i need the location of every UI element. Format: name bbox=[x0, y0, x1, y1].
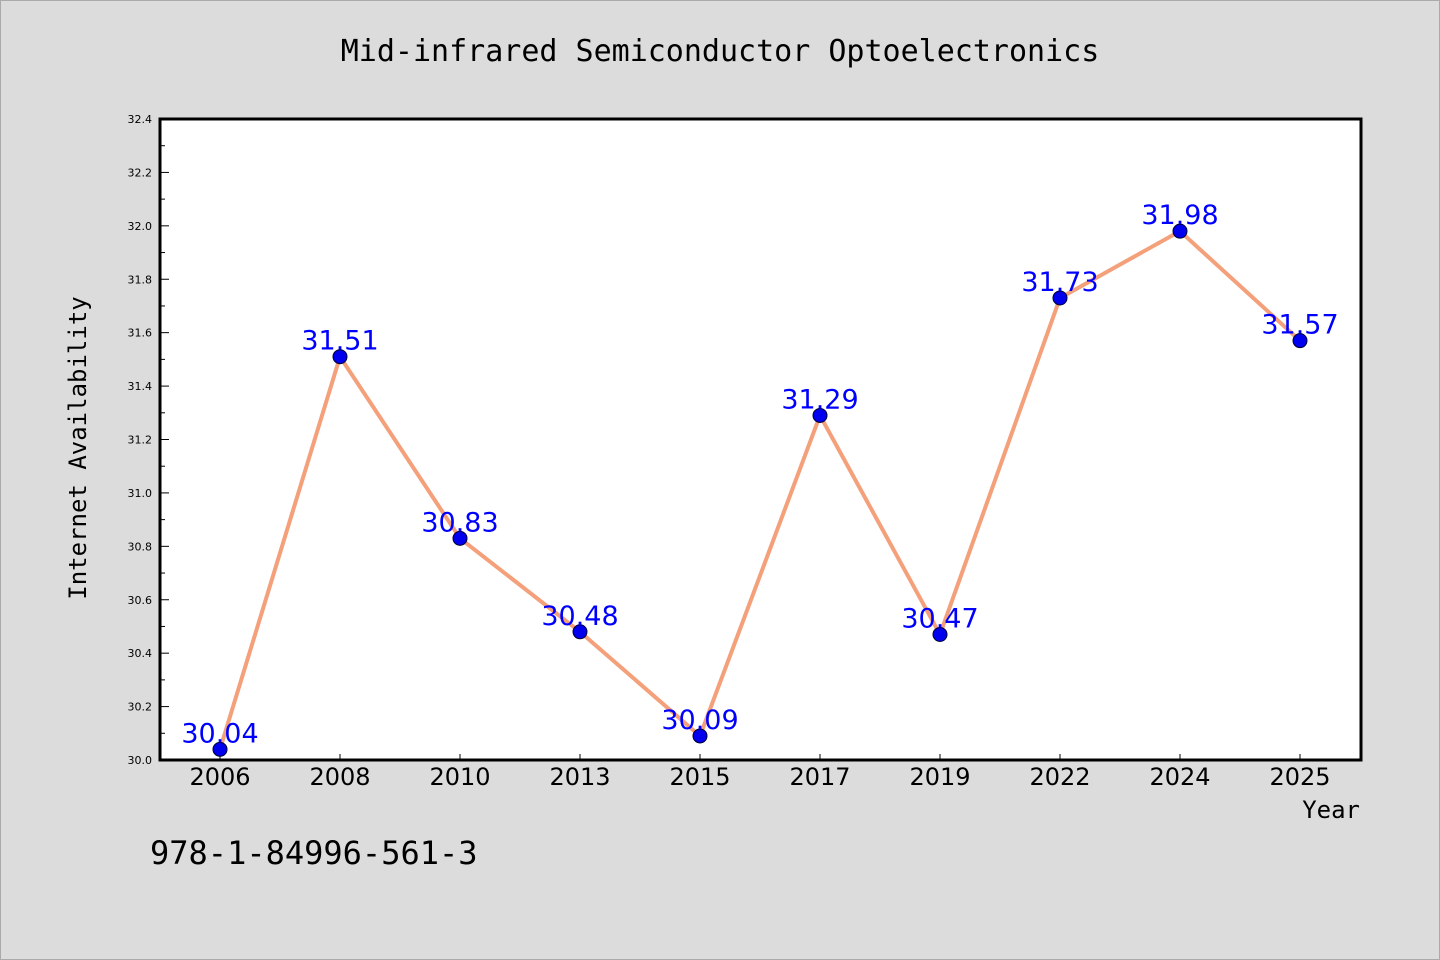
y-tick-label: 32.2 bbox=[128, 166, 153, 179]
data-label: 30.09 bbox=[661, 705, 738, 736]
plot-area bbox=[160, 119, 1361, 760]
x-tick-label: 2008 bbox=[309, 763, 370, 791]
x-tick-label: 2025 bbox=[1269, 763, 1330, 791]
plot-frame bbox=[158, 117, 1363, 762]
data-label: 31.98 bbox=[1141, 200, 1218, 231]
y-tick-label: 31.8 bbox=[128, 273, 153, 286]
x-tick-label: 2024 bbox=[1149, 763, 1210, 791]
y-tick-label: 30.0 bbox=[128, 754, 153, 767]
isbn-text: 978-1-84996-561-3 bbox=[150, 834, 478, 872]
data-label: 30.48 bbox=[541, 601, 618, 632]
y-tick-label: 32.4 bbox=[128, 113, 153, 126]
data-label: 31.51 bbox=[301, 326, 378, 357]
data-point bbox=[332, 349, 348, 365]
x-tick-label: 2013 bbox=[549, 763, 610, 791]
y-axis-title: Internet Availability bbox=[64, 296, 92, 600]
data-point bbox=[812, 407, 828, 423]
y-tick-label: 31.2 bbox=[128, 434, 153, 447]
data-point bbox=[1172, 223, 1188, 239]
data-point bbox=[1292, 333, 1308, 349]
data-label: 30.47 bbox=[901, 603, 978, 634]
y-tick-label: 31.6 bbox=[128, 327, 153, 340]
x-tick-label: 2017 bbox=[789, 763, 850, 791]
x-axis-title: Year bbox=[1302, 796, 1360, 824]
data-label: 31.57 bbox=[1261, 310, 1338, 341]
y-tick-label: 30.8 bbox=[128, 540, 153, 553]
data-point bbox=[932, 626, 948, 642]
x-tick-label: 2019 bbox=[909, 763, 970, 791]
series-line bbox=[218, 229, 1302, 750]
x-tick-label: 2022 bbox=[1029, 763, 1090, 791]
data-point bbox=[452, 530, 468, 546]
y-tick-label: 32.0 bbox=[128, 220, 153, 233]
x-tick-label: 2006 bbox=[189, 763, 250, 791]
data-label: 31.73 bbox=[1021, 267, 1098, 298]
chart-title: Mid-infrared Semiconductor Optoelectroni… bbox=[340, 34, 1100, 69]
data-point bbox=[1052, 290, 1068, 306]
x-tick-label: 2010 bbox=[429, 763, 490, 791]
y-tick-label: 31.0 bbox=[128, 487, 153, 500]
data-label: 31.29 bbox=[781, 384, 858, 415]
data-label: 30.04 bbox=[181, 718, 258, 749]
y-tick-label: 30.6 bbox=[128, 594, 153, 607]
x-tick-label: 2015 bbox=[669, 763, 730, 791]
y-tick-label: 30.4 bbox=[128, 647, 153, 660]
data-point bbox=[692, 728, 708, 744]
data-point bbox=[572, 624, 588, 640]
data-label: 30.83 bbox=[421, 507, 498, 538]
y-tick-label: 30.2 bbox=[128, 701, 153, 714]
y-tick-label: 31.4 bbox=[128, 380, 153, 393]
data-point bbox=[212, 741, 228, 757]
